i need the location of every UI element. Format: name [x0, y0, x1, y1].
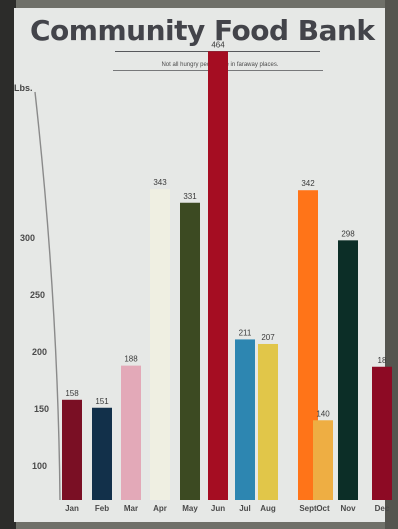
bar-value-label: 140	[316, 409, 330, 418]
x-tick-label: Nov	[340, 504, 356, 513]
y-tick-label: 300	[20, 233, 35, 243]
chart-title: Community Food Bank	[30, 14, 375, 47]
bar-value-label: 151	[95, 397, 109, 406]
bar-value-label: 464	[211, 40, 225, 49]
x-tick-label: May	[182, 504, 198, 513]
y-axis-line	[34, 91, 61, 501]
bar-oct	[313, 420, 333, 500]
bar-value-label: 331	[183, 192, 197, 201]
x-tick-label: Apr	[153, 504, 167, 513]
x-tick-label: Feb	[95, 504, 109, 513]
bar-may	[180, 202, 200, 500]
bar-jan	[62, 399, 82, 500]
bar-value-label: 158	[65, 389, 79, 398]
bar-value-label: 342	[301, 179, 315, 188]
bar-feb	[92, 407, 112, 500]
bar-dec	[372, 366, 392, 500]
x-tick-label: Jul	[239, 504, 251, 513]
y-axis-unit-label: Lbs.	[14, 83, 33, 93]
bar-value-label: 343	[153, 178, 167, 187]
x-tick-label: Jan	[65, 504, 79, 513]
category-labels: Jan Feb Mar Apr May Jun Jul Aug Sept Oct Nov Dec	[65, 504, 390, 513]
bars	[62, 51, 392, 501]
bar-value-label: 211	[239, 328, 252, 337]
y-tick-label: 200	[32, 347, 47, 357]
bar-jul	[235, 339, 255, 500]
bar-value-label: 188	[124, 355, 138, 364]
x-tick-label: Dec	[375, 504, 390, 513]
bar-apr	[150, 189, 170, 501]
bar-value-labels: 158 151 188 343 331 464 211 207 342 140 298 18	[65, 40, 387, 418]
x-tick-label: Sept	[299, 504, 317, 513]
bar-nov	[338, 240, 358, 501]
y-tick-label: 150	[34, 404, 49, 414]
x-tick-label: Jun	[211, 504, 225, 513]
y-tick-label: 250	[30, 290, 45, 300]
bar-value-label: 298	[341, 229, 355, 238]
bar-value-label: 18	[378, 356, 387, 365]
x-tick-label: Aug	[260, 504, 276, 513]
x-tick-label: Mar	[124, 504, 138, 513]
y-axis: Lbs. 100 150 200 250 300	[14, 83, 61, 501]
x-tick-label: Oct	[316, 504, 330, 513]
binder-strip	[0, 0, 16, 529]
bar-aug	[258, 343, 278, 500]
y-tick-label: 100	[32, 461, 47, 471]
bar-jun	[208, 51, 228, 501]
bar-mar	[121, 365, 141, 500]
bar-value-label: 207	[261, 333, 275, 342]
